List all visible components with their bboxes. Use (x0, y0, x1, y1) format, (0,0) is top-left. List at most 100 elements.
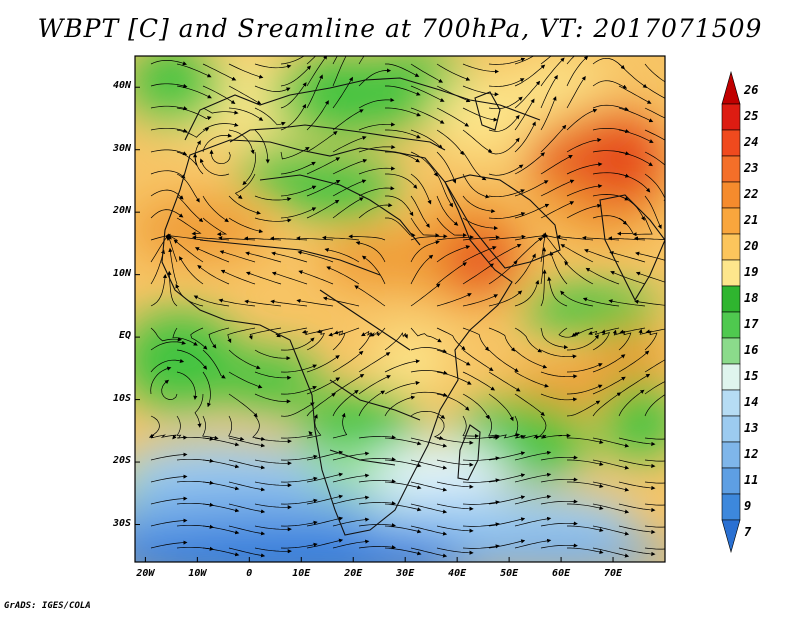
streamline (150, 496, 188, 505)
lon-tick-label: 0 (246, 568, 253, 579)
streamline (358, 479, 396, 484)
streamline (567, 437, 604, 445)
streamline (358, 68, 392, 87)
streamline (410, 129, 443, 149)
streamline (540, 521, 578, 527)
colorbar-swatch (721, 259, 741, 287)
streamline (488, 371, 521, 392)
colorbar-label: 14 (744, 395, 759, 409)
streamline (410, 85, 445, 102)
streamline (384, 359, 421, 373)
streamline (540, 393, 578, 402)
colorbar-swatch (721, 129, 741, 157)
caspian-coastline (474, 91, 501, 131)
streamline (271, 251, 308, 263)
streamline (385, 217, 416, 238)
wbpt-field (135, 56, 704, 562)
streamline (608, 299, 646, 307)
streamline (384, 459, 422, 468)
streamline (540, 269, 547, 307)
streamline (488, 234, 526, 241)
streamline (202, 547, 240, 557)
streamline (540, 201, 575, 219)
streamline (436, 129, 464, 156)
streamline (410, 195, 430, 228)
streamline (254, 393, 291, 404)
streamline (514, 472, 552, 483)
streamline (540, 455, 578, 461)
streamline (638, 328, 665, 335)
streamline (514, 516, 552, 527)
streamline (462, 263, 494, 285)
streamline (228, 63, 264, 79)
streamlines (148, 56, 704, 558)
streamline (385, 195, 414, 217)
streamline (618, 389, 645, 417)
streamline (306, 56, 317, 65)
streamline (540, 543, 578, 549)
streamline (618, 459, 656, 469)
streamline (150, 83, 188, 88)
streamline (176, 127, 210, 138)
streamline (384, 332, 408, 351)
colorbar-label: 25 (744, 109, 759, 123)
streamline (671, 152, 697, 176)
streamline (618, 547, 656, 557)
streamline (514, 450, 552, 461)
streamline (306, 56, 328, 87)
streamline (556, 234, 594, 241)
colorbar-label: 16 (744, 343, 759, 357)
streamline (228, 415, 245, 441)
field-cell (320, 232, 440, 288)
streamline (358, 501, 396, 506)
streamline (202, 63, 237, 81)
streamline (324, 247, 360, 263)
streamline (150, 60, 187, 66)
colorbar-swatch (721, 155, 741, 183)
streamline (514, 64, 546, 87)
streamline (644, 547, 665, 550)
streamline (571, 327, 594, 337)
streamline (607, 236, 646, 241)
streamline (410, 370, 448, 375)
streamline (150, 105, 188, 111)
streamline (618, 481, 656, 491)
streamline (566, 363, 603, 373)
streamline (644, 481, 665, 484)
lat-tick-label: 10N (112, 267, 131, 279)
streamline (410, 240, 440, 263)
lon-tick-label: 40E (448, 568, 467, 579)
interior-border (259, 174, 421, 246)
streamline (644, 195, 662, 230)
streamline (488, 539, 526, 549)
lon-tick-label: 20E (344, 568, 363, 579)
streamline (202, 107, 239, 115)
streamline (332, 495, 370, 505)
field-cell (135, 200, 270, 260)
streamline (462, 294, 499, 307)
streamline (269, 236, 308, 241)
streamline (358, 545, 396, 550)
streamline (166, 233, 204, 241)
streamline (176, 63, 212, 78)
streamline (410, 107, 445, 124)
streamline (436, 293, 472, 307)
streamline (332, 350, 364, 373)
streamline (254, 217, 292, 223)
streamline (410, 234, 448, 241)
streamline (202, 459, 240, 469)
streamline (514, 494, 552, 505)
streamline (280, 337, 315, 351)
streamline (332, 158, 368, 175)
streamline (280, 364, 318, 373)
streamline (618, 85, 652, 104)
streamline (514, 98, 535, 131)
streamline (384, 395, 416, 417)
streamline (219, 250, 256, 263)
streamline (254, 503, 292, 510)
streamline (173, 239, 204, 263)
streamline (488, 189, 525, 198)
streamline (671, 362, 704, 372)
streamline (566, 184, 603, 197)
streamline (176, 85, 212, 99)
